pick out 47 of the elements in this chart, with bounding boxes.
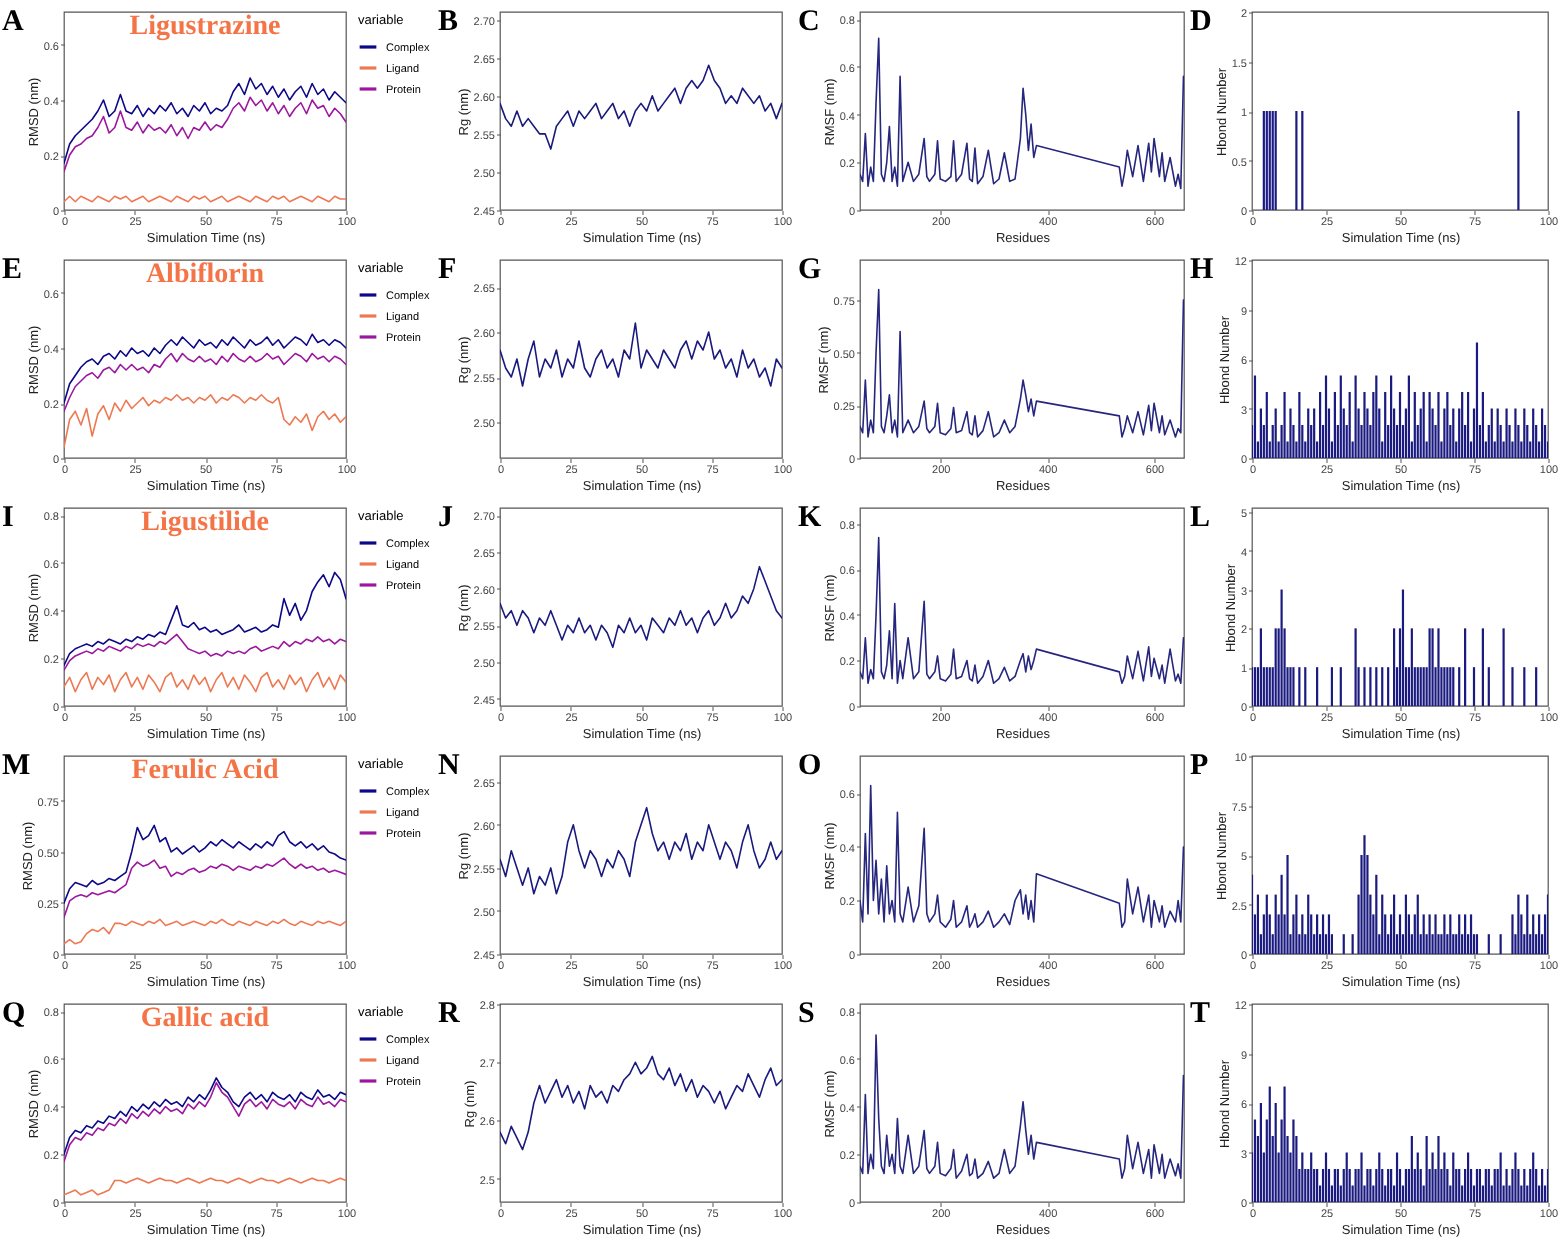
chart-title: Ferulic Acid xyxy=(131,756,279,786)
line-series xyxy=(64,857,346,919)
text: P xyxy=(1190,750,1209,782)
text: I xyxy=(2,502,14,534)
line-series xyxy=(64,671,346,693)
line-series xyxy=(64,824,346,904)
chart-title: Ligustilide xyxy=(141,508,269,538)
chart-title: Gallic acid xyxy=(140,1004,270,1034)
line-series xyxy=(500,806,782,895)
text: M xyxy=(2,750,31,782)
text: G xyxy=(798,254,822,286)
line-series xyxy=(860,1034,1184,1179)
line-series xyxy=(64,333,346,404)
text: K xyxy=(798,502,822,534)
line-series xyxy=(500,565,782,649)
text: L xyxy=(1190,502,1211,534)
text: B xyxy=(438,6,459,38)
text: S xyxy=(798,998,815,1030)
text: R xyxy=(438,998,460,1030)
line-series xyxy=(64,77,346,165)
text: T xyxy=(1190,998,1211,1030)
chart-title: Ligustrazine xyxy=(129,12,281,42)
line-series xyxy=(500,1055,782,1151)
text: D xyxy=(1190,6,1212,38)
text: E xyxy=(2,254,23,286)
line-series xyxy=(64,352,346,413)
text: F xyxy=(438,254,457,286)
line-series xyxy=(64,918,346,945)
line-series xyxy=(64,1177,346,1196)
text: N xyxy=(438,750,460,782)
line-series xyxy=(500,64,782,150)
chart-title: Albiflorin xyxy=(145,260,265,290)
line-series xyxy=(860,288,1184,438)
line-series xyxy=(860,536,1184,685)
text: O xyxy=(798,750,822,782)
text: C xyxy=(798,6,820,38)
line-series xyxy=(860,37,1184,190)
line-series xyxy=(64,393,346,448)
line-series xyxy=(860,784,1184,929)
text: H xyxy=(1190,254,1214,286)
line-series xyxy=(64,96,346,173)
text: J xyxy=(438,502,454,534)
text: A xyxy=(2,6,24,38)
line-series xyxy=(500,322,782,387)
line-series xyxy=(64,571,346,667)
line-series xyxy=(64,633,346,672)
text: Q xyxy=(2,998,26,1030)
